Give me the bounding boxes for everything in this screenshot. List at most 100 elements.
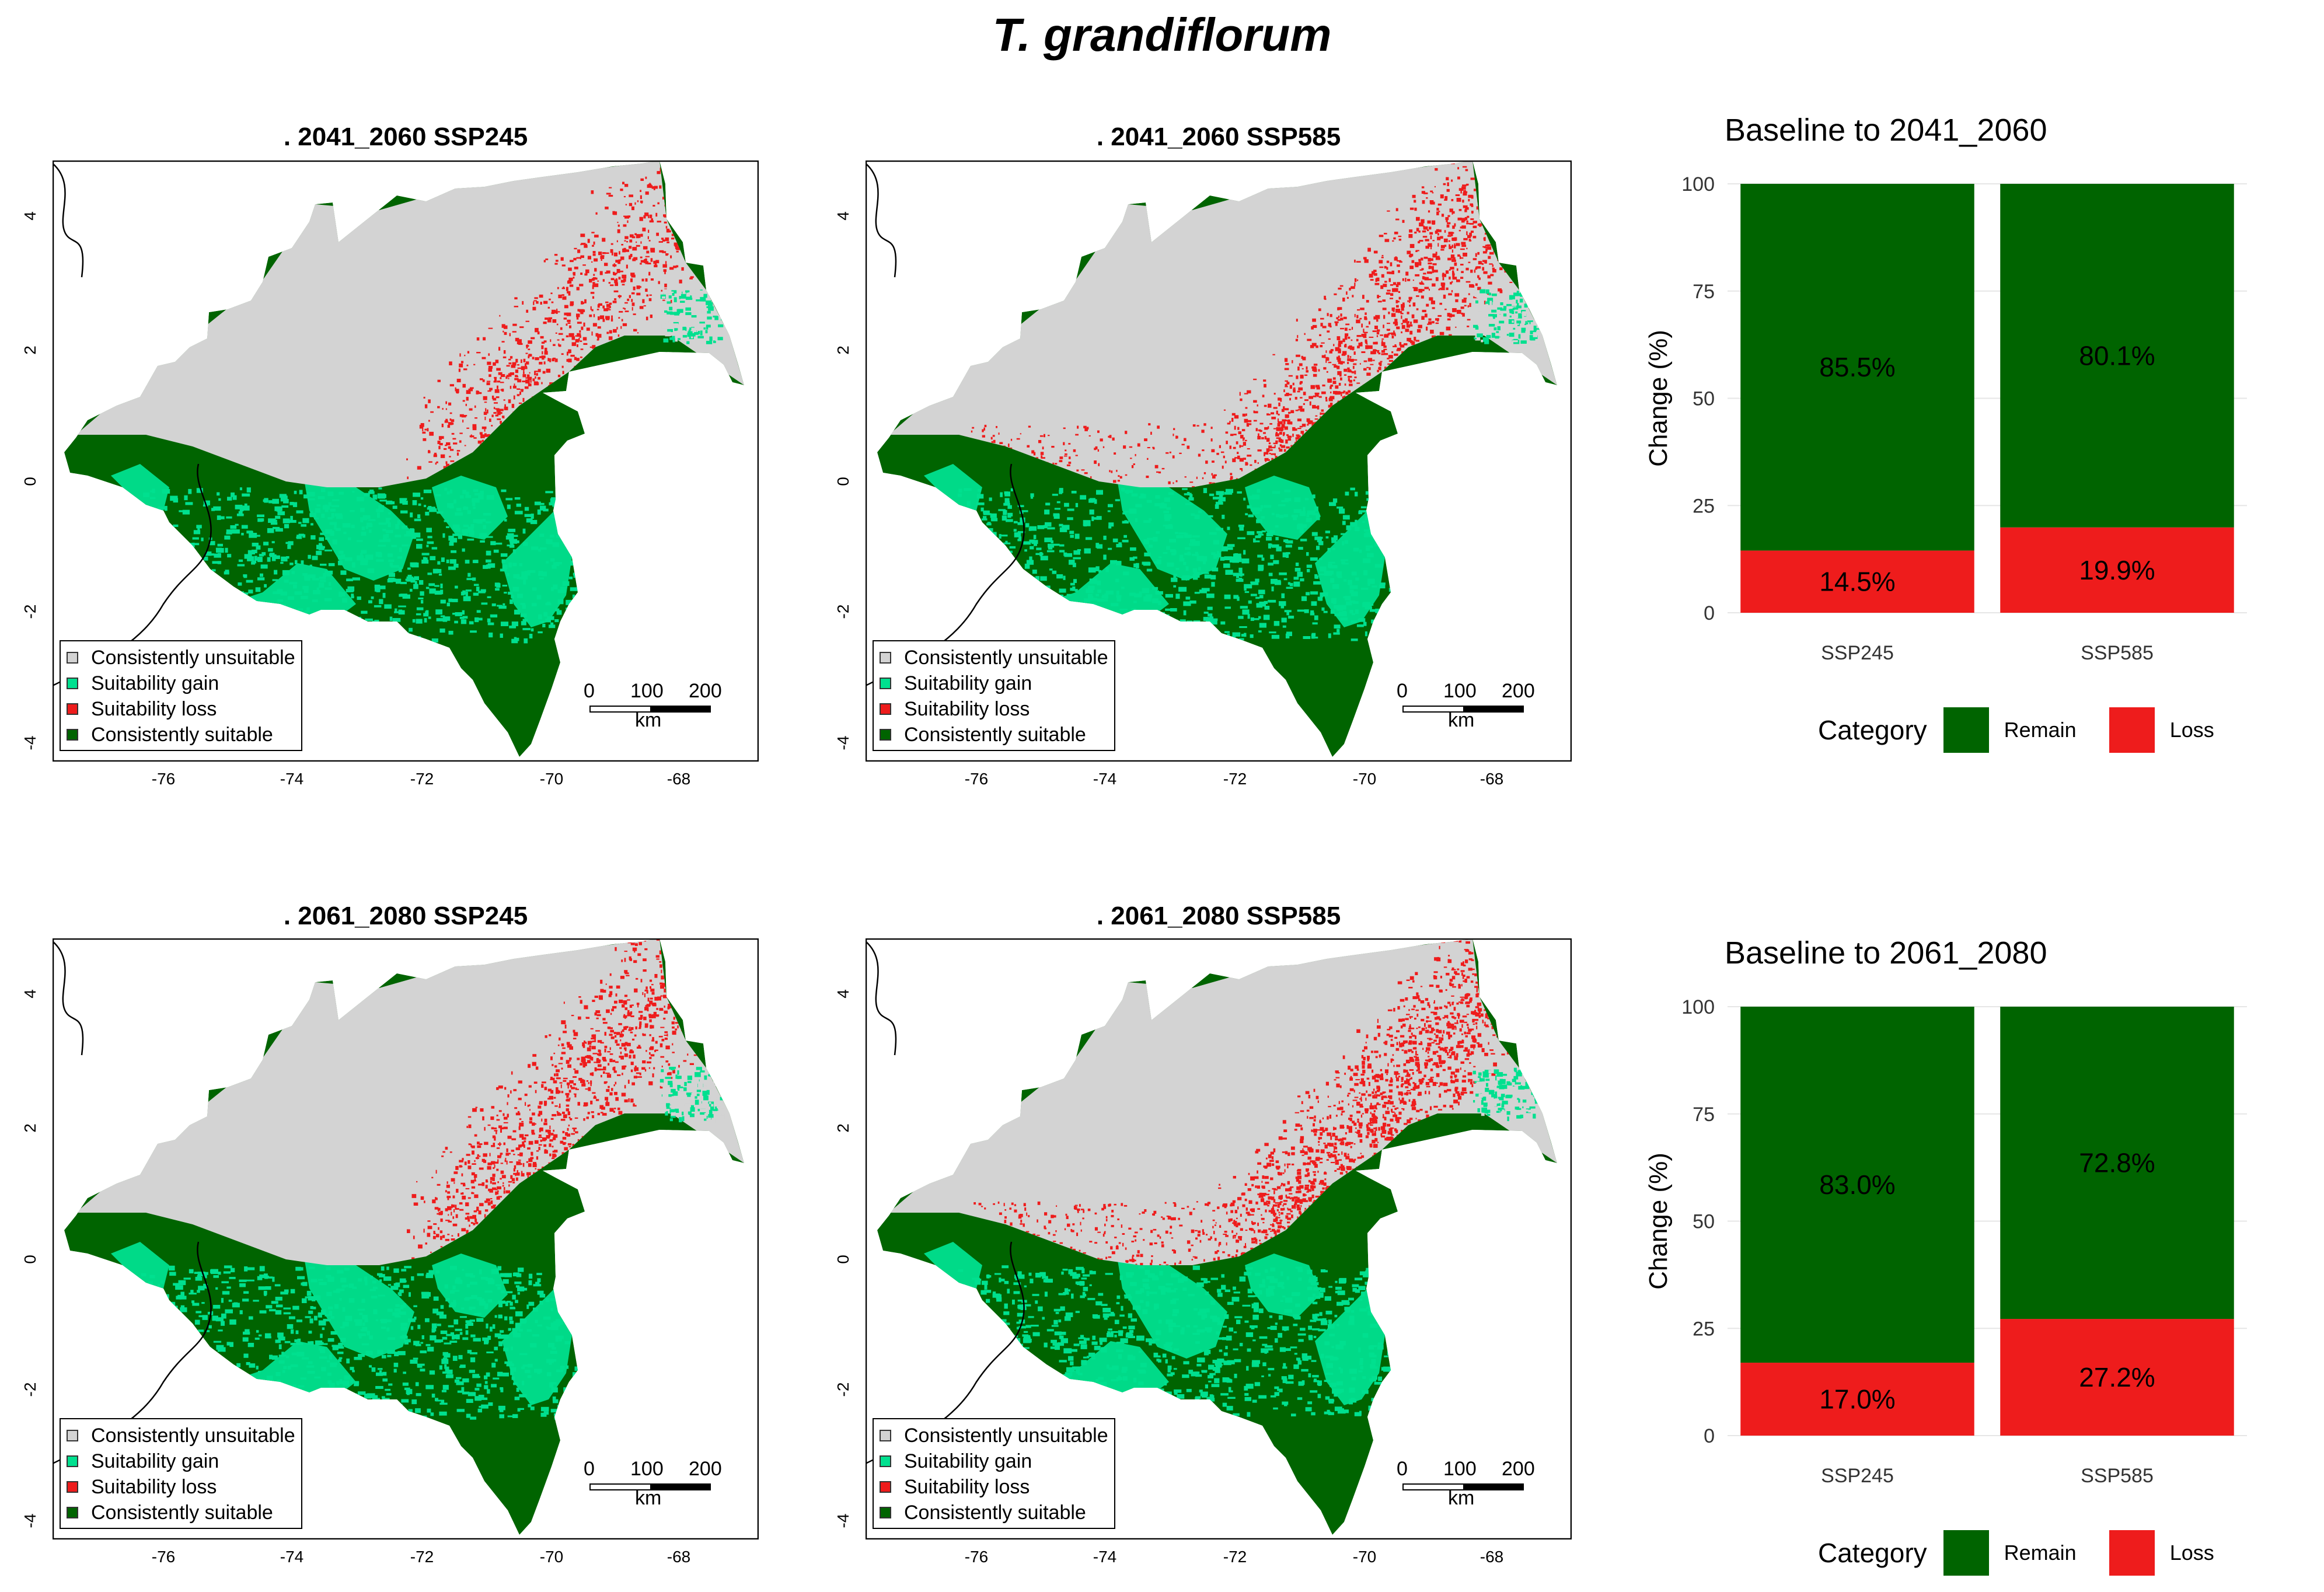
- y-tick-label: -4: [21, 1513, 39, 1528]
- map-title-4: . 2061_2080 SSP585: [1096, 902, 1341, 930]
- scale-line: [589, 706, 711, 713]
- legend-swatch: [67, 1481, 78, 1493]
- legend-item: Suitability loss: [67, 696, 295, 722]
- gain-area: [1041, 1341, 1169, 1392]
- legend-label: Suitability loss: [904, 697, 1030, 720]
- legend-label: Suitability loss: [904, 1475, 1030, 1498]
- legend-label: Consistently suitable: [904, 723, 1086, 746]
- y-tick-label: 50: [1693, 388, 1715, 410]
- x-tick-label: -70: [1352, 770, 1377, 788]
- x-tick-label: -72: [1223, 770, 1247, 788]
- x-tick-label: -74: [280, 770, 304, 788]
- legend-item: Suitability loss: [880, 1474, 1108, 1500]
- legend-item: Suitability gain: [67, 671, 295, 696]
- y-tick-label: -4: [834, 735, 852, 750]
- scale-number: 100: [1443, 680, 1477, 702]
- x-tick-label: SSP245: [1821, 1465, 1894, 1487]
- gain-area: [1041, 563, 1169, 615]
- legend-swatch: [880, 678, 891, 689]
- x-tick-label: -70: [1352, 1548, 1377, 1566]
- y-tick-label: -2: [834, 1382, 852, 1397]
- legend-label: Suitability gain: [904, 1450, 1032, 1472]
- bar-remain: [1740, 184, 1974, 551]
- legend-swatch: [67, 1507, 78, 1518]
- region-consistently-unsuitable: [76, 160, 744, 487]
- x-tick-label: SSP245: [1821, 642, 1894, 664]
- y-tick-label: 2: [21, 1123, 39, 1133]
- legend-swatch: [880, 1455, 891, 1467]
- category-legend-title: Category: [1818, 715, 1927, 745]
- x-tick-label: -74: [1093, 1548, 1117, 1566]
- legend-label: Suitability gain: [904, 672, 1032, 694]
- legend-label: Consistently suitable: [91, 723, 273, 746]
- legend-swatch: [67, 1430, 78, 1441]
- legend-item: Consistently suitable: [67, 1500, 295, 1525]
- legend-item: Consistently unsuitable: [880, 1423, 1108, 1448]
- scale-bar: 0 100 200 km: [584, 680, 722, 731]
- figure-title: T. grandiflorum: [992, 9, 1332, 61]
- scale-line: [1402, 706, 1524, 713]
- legend-label: Suitability gain: [91, 1450, 219, 1472]
- y-tick-label: 2: [834, 1123, 852, 1133]
- legend-swatch: [880, 729, 891, 741]
- map-title-2: . 2041_2060 SSP585: [1096, 123, 1341, 151]
- legend-label: Consistently unsuitable: [91, 1424, 295, 1447]
- y-tick-label: 0: [21, 477, 39, 486]
- unsuitable-patch-east: [1472, 289, 1541, 345]
- legend-item: Consistently suitable: [880, 722, 1108, 748]
- loss-swatch: [2109, 1530, 2155, 1576]
- bar-loss: [2000, 1319, 2234, 1436]
- y-tick-label: 4: [21, 211, 39, 221]
- bar-chart-title-2: Baseline to 2061_2080: [1725, 935, 2047, 970]
- x-tick-label: SSP585: [2081, 642, 2154, 664]
- data-label-remain: 83.0%: [1819, 1169, 1895, 1200]
- legend-label: Consistently suitable: [904, 1501, 1086, 1524]
- y-tick-label: 0: [834, 477, 852, 486]
- region-consistently-unsuitable: [889, 160, 1557, 487]
- bar-loss: [1740, 1363, 1974, 1436]
- map-title-1: . 2041_2060 SSP245: [283, 123, 528, 151]
- data-label-remain: 85.5%: [1819, 352, 1895, 382]
- scale-number: 200: [689, 680, 722, 702]
- y-tick-label: 0: [1704, 1425, 1715, 1447]
- scale-number: 0: [1397, 680, 1408, 702]
- legend-item: Suitability gain: [880, 671, 1108, 696]
- bar-loss: [2000, 527, 2234, 613]
- y-tick-label: 75: [1693, 281, 1715, 303]
- x-tick-label: -74: [1093, 770, 1117, 788]
- legend-swatch: [880, 1507, 891, 1518]
- legend-item: Consistently suitable: [67, 722, 295, 748]
- x-tick-label: -68: [667, 1548, 691, 1566]
- legend-swatch: [67, 729, 78, 741]
- legend-item: Consistently unsuitable: [880, 645, 1108, 671]
- y-tick-label: -2: [21, 1382, 39, 1397]
- map-border: [866, 160, 1572, 762]
- y-tick-label: 4: [21, 989, 39, 999]
- x-tick-label: -76: [964, 770, 989, 788]
- map-border: [53, 160, 759, 762]
- remain-legend-label: Remain: [2004, 1541, 2077, 1565]
- y-tick-label: 75: [1693, 1104, 1715, 1126]
- x-tick-label: -76: [964, 1548, 989, 1566]
- y-tick-label: -4: [21, 735, 39, 750]
- gain-area: [924, 464, 982, 511]
- legend-label: Consistently suitable: [91, 1501, 273, 1524]
- data-label-loss: 19.9%: [2079, 555, 2155, 585]
- region-consistently-unsuitable: [889, 938, 1557, 1265]
- x-tick-label: -72: [410, 770, 434, 788]
- bar-remain: [2000, 1007, 2234, 1319]
- gain-area: [303, 476, 414, 581]
- coastline: [53, 163, 84, 318]
- scale-number: 200: [689, 1458, 722, 1480]
- y-tick-label: -4: [834, 1513, 852, 1528]
- legend-swatch: [67, 1455, 78, 1467]
- legend-swatch: [880, 652, 891, 664]
- legend-item: Suitability gain: [67, 1448, 295, 1474]
- scale-unit: km: [635, 1487, 662, 1509]
- legend-item: Suitability gain: [880, 1448, 1108, 1474]
- map-panel-1: -76 -74 -72 -70 -68 4 2 0 -2 -4 Consistently unsui…: [21, 160, 759, 788]
- map-border: [866, 938, 1572, 1539]
- map-legend: Consistently unsuitable Suitability gain S…: [60, 640, 302, 751]
- scale-number: 0: [584, 680, 595, 702]
- x-tick-label: -68: [1479, 1548, 1504, 1566]
